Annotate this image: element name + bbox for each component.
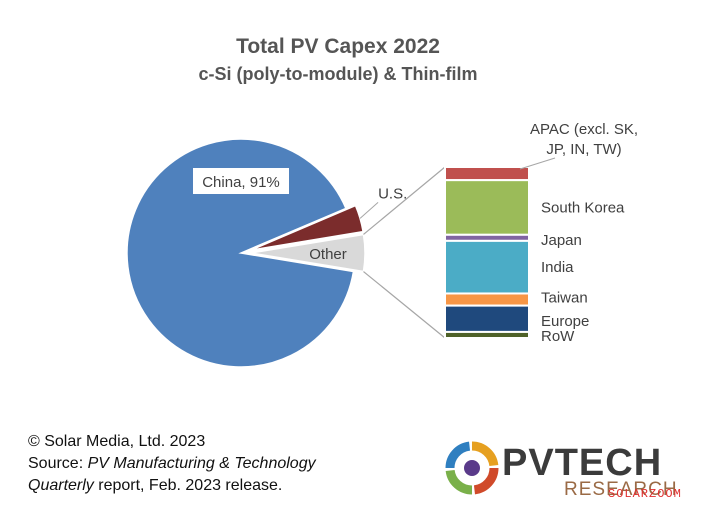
pie-chart: China, 91% U.S. Other bbox=[126, 138, 407, 368]
bar-segment-europe bbox=[444, 304, 530, 333]
watermark-text: SOLARZOOM bbox=[608, 487, 682, 501]
bar-segment-taiwan bbox=[444, 292, 530, 307]
bar-label-apac: APAC (excl. SK, JP, IN, TW) bbox=[519, 121, 638, 170]
pie-label-other: Other bbox=[309, 246, 347, 263]
svg-text:JP, IN, TW): JP, IN, TW) bbox=[546, 141, 621, 158]
pie-label-us: U.S. bbox=[378, 185, 407, 202]
source-release: report, Feb. 2023 release. bbox=[93, 477, 283, 494]
source-prefix: Source: bbox=[28, 455, 88, 472]
source-note: © Solar Media, Ltd. 2023 Source: PV Manu… bbox=[28, 431, 316, 497]
pvtech-logo: PVTECH RESEARCH SOLARZOOM bbox=[444, 432, 694, 512]
bar-label-south-korea: South Korea bbox=[541, 199, 625, 216]
bar-label-row: RoW bbox=[541, 328, 575, 345]
pie-slice-other bbox=[250, 233, 366, 273]
bar-segment-india bbox=[444, 239, 530, 295]
pie-label-china: China, 91% bbox=[193, 168, 289, 194]
breakdown-connectors bbox=[363, 166, 446, 339]
breakdown-bar bbox=[444, 166, 530, 339]
bar-label-taiwan: Taiwan bbox=[541, 290, 588, 307]
bar-segment-south-korea bbox=[444, 179, 530, 236]
pie-slice-china bbox=[126, 138, 355, 368]
bar-segment-row bbox=[444, 330, 530, 339]
connector-top bbox=[363, 166, 446, 235]
chart-subtitle: c-Si (poly-to-module) & Thin-film bbox=[199, 64, 478, 84]
chart-area: Total PV Capex 2022 c-Si (poly-to-module… bbox=[126, 35, 638, 368]
source-line: Source: PV Manufacturing & Technology bbox=[28, 453, 316, 475]
source-publication: PV Manufacturing & Technology bbox=[87, 455, 316, 472]
svg-text:China, 91%: China, 91% bbox=[202, 174, 280, 191]
copyright-text: © Solar Media, Ltd. 2023 bbox=[28, 433, 206, 450]
source-quarterly: Quarterly bbox=[28, 477, 94, 494]
bar-label-japan: Japan bbox=[541, 232, 582, 249]
bar-label-europe: Europe bbox=[541, 313, 589, 330]
chart-title: Total PV Capex 2022 bbox=[236, 35, 440, 58]
breakdown-labels: APAC (excl. SK, JP, IN, TW) South Korea Jap… bbox=[519, 121, 638, 345]
us-leader-line bbox=[359, 202, 379, 219]
bar-label-india: India bbox=[541, 259, 574, 276]
pvtech-logo-icon bbox=[445, 441, 499, 495]
logo-name: PVTECH bbox=[502, 442, 663, 484]
source-line-2: Quarterly report, Feb. 2023 release. bbox=[28, 475, 316, 497]
bar-segment-apac-excl-sk-jp-in-tw bbox=[444, 166, 530, 182]
connector-bottom bbox=[363, 271, 446, 339]
logo-subtitle: RESEARCH bbox=[564, 479, 678, 500]
svg-text:APAC (excl. SK,: APAC (excl. SK, bbox=[530, 121, 638, 138]
